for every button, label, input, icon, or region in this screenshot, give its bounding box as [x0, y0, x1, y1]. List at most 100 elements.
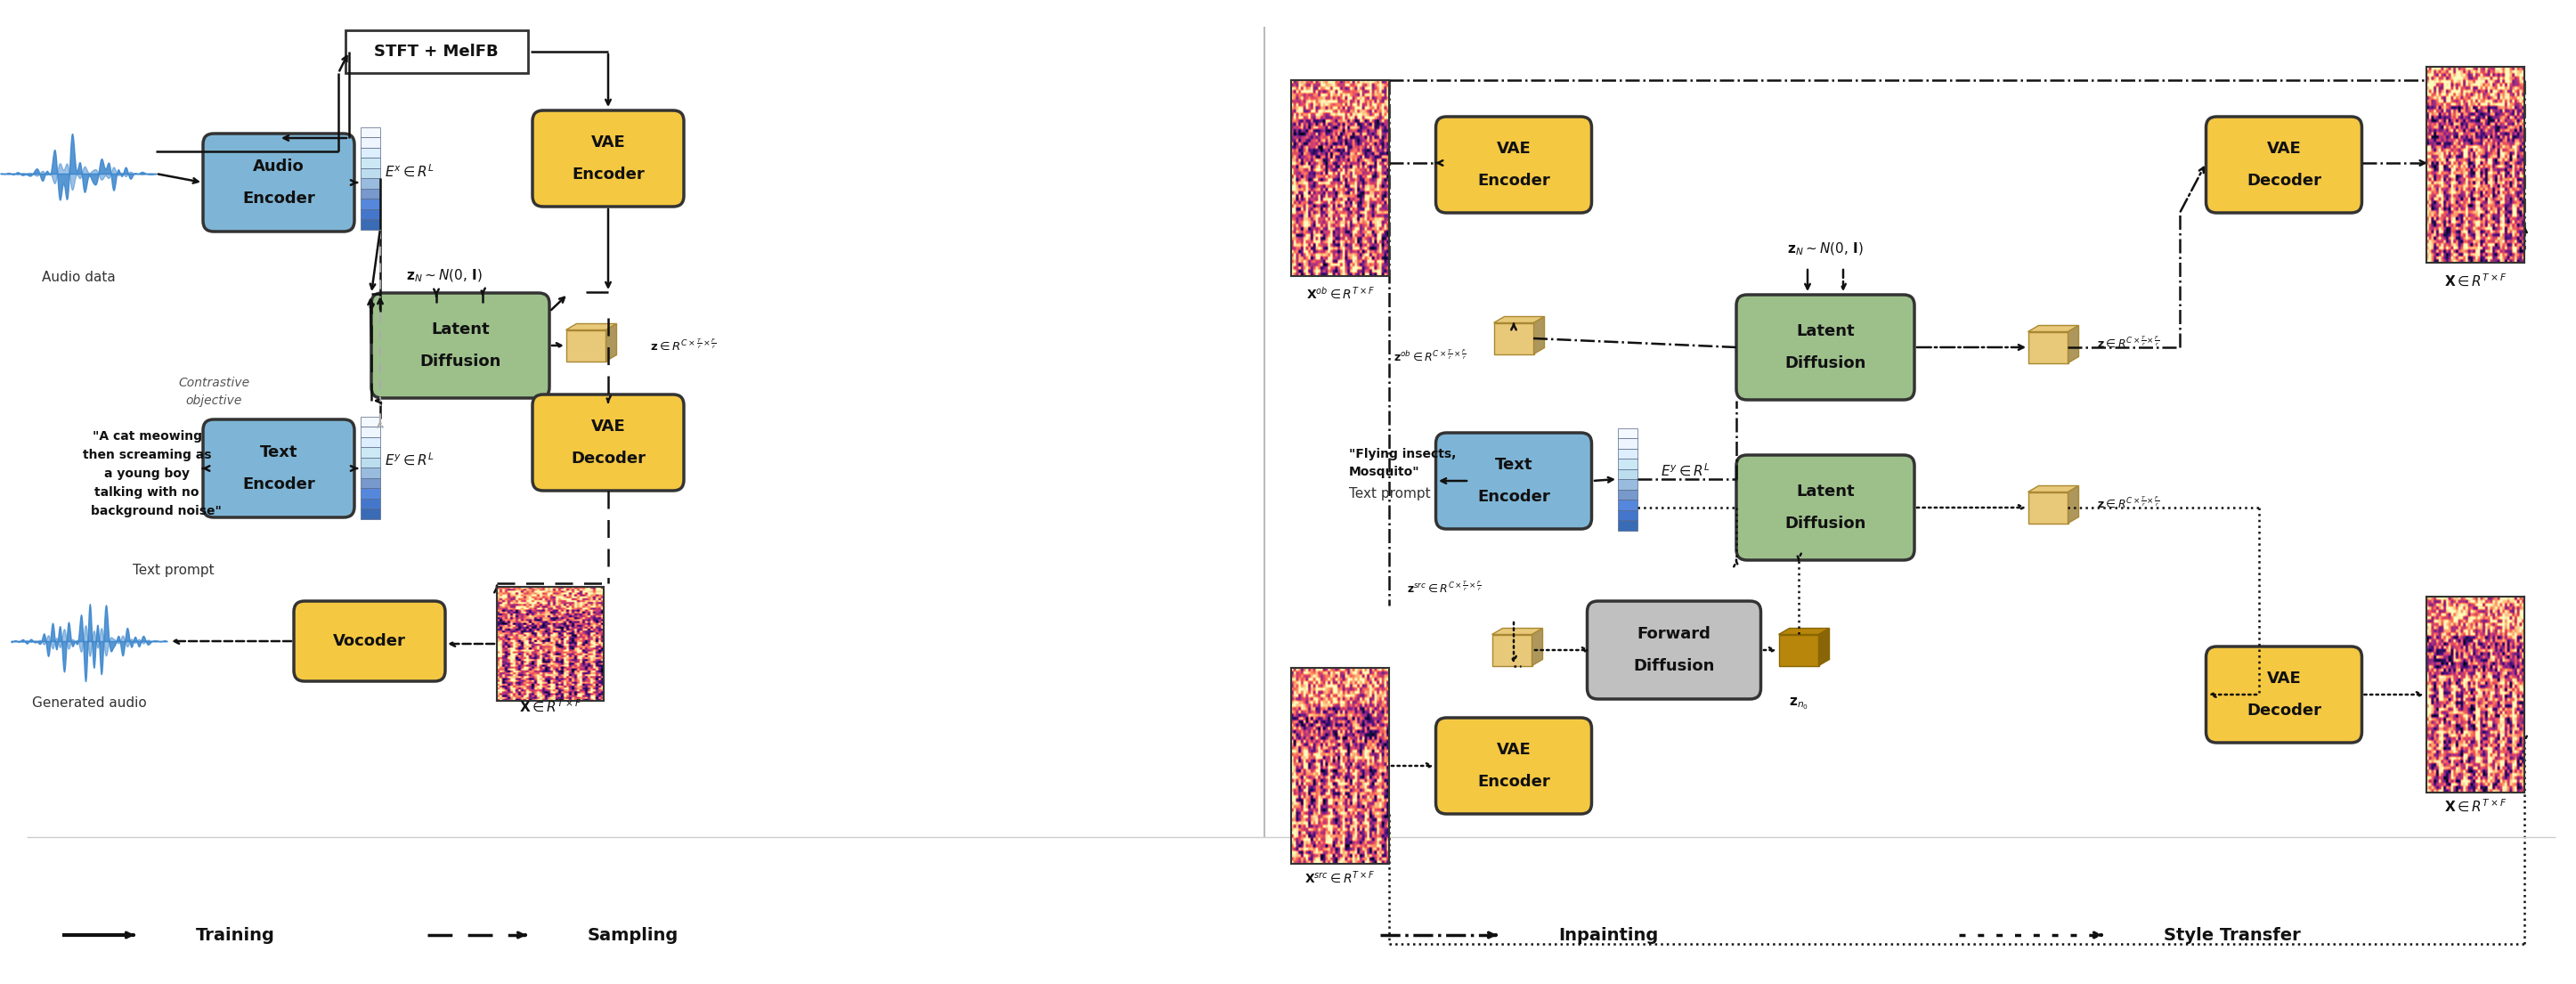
Text: $\mathbf{X}\in R^{T\times F}$: $\mathbf{X}\in R^{T\times F}$ [2445, 798, 2506, 814]
Text: Latent: Latent [430, 322, 489, 338]
Text: Mosquito": Mosquito" [1350, 465, 1419, 478]
Text: Forward: Forward [1638, 626, 1710, 642]
Text: $\mathbf{z}_{n_0}$: $\mathbf{z}_{n_0}$ [1788, 696, 1808, 711]
FancyBboxPatch shape [2205, 646, 2362, 743]
Bar [361, 416, 381, 426]
Text: Training: Training [196, 927, 276, 944]
Text: Encoder: Encoder [242, 191, 314, 207]
Bar [361, 426, 381, 437]
Text: $E^y\in R^L$: $E^y\in R^L$ [1662, 462, 1710, 478]
Text: Encoder: Encoder [1476, 173, 1551, 189]
Text: talking with no: talking with no [95, 486, 198, 499]
Polygon shape [1492, 628, 1543, 635]
Bar [361, 188, 381, 199]
Text: $E^y\in R^L$: $E^y\in R^L$ [384, 452, 435, 467]
Text: $E^x\in R^L$: $E^x\in R^L$ [384, 163, 435, 179]
Bar [361, 137, 381, 148]
Text: Text prompt: Text prompt [134, 563, 214, 577]
FancyBboxPatch shape [204, 134, 355, 231]
FancyBboxPatch shape [1435, 117, 1592, 213]
Text: VAE: VAE [590, 135, 626, 151]
Text: Inpainting: Inpainting [1558, 927, 1659, 944]
Polygon shape [2027, 486, 2079, 492]
Bar [1494, 323, 1533, 354]
Text: Decoder: Decoder [2246, 173, 2321, 189]
FancyBboxPatch shape [533, 395, 683, 491]
Polygon shape [2027, 326, 2079, 332]
Polygon shape [605, 324, 616, 361]
Bar [361, 199, 381, 209]
Bar [361, 148, 381, 157]
Bar [1618, 479, 1638, 489]
Text: $\mathbf{z}_N\sim N(0,\,\mathbf{I})$: $\mathbf{z}_N\sim N(0,\,\mathbf{I})$ [1788, 241, 1862, 258]
Text: Audio: Audio [252, 158, 304, 174]
Text: $\mathbf{X}^{src}\in R^{T\times F}$: $\mathbf{X}^{src}\in R^{T\times F}$ [1306, 869, 1376, 885]
Text: Vocoder: Vocoder [332, 633, 407, 649]
Text: Audio data: Audio data [41, 272, 116, 284]
Bar [1777, 635, 1819, 665]
Text: STFT + MelFB: STFT + MelFB [374, 43, 500, 60]
Text: $\mathbf{z}\in R^{C\times\frac{T}{r}\times\frac{F}{r}}$: $\mathbf{z}\in R^{C\times\frac{T}{r}\tim… [2097, 496, 2161, 511]
Polygon shape [1533, 317, 1546, 354]
Bar [2027, 332, 2069, 363]
Text: VAE: VAE [2267, 670, 2300, 687]
Bar [361, 467, 381, 478]
Text: $\mathbf{X}^{ob}\in R^{T\times F}$: $\mathbf{X}^{ob}\in R^{T\times F}$ [1306, 286, 1376, 301]
Bar [1618, 459, 1638, 468]
Bar [1618, 510, 1638, 521]
Text: Diffusion: Diffusion [420, 353, 500, 370]
Text: Latent: Latent [1795, 324, 1855, 339]
FancyBboxPatch shape [1587, 601, 1762, 699]
FancyBboxPatch shape [1435, 717, 1592, 814]
Text: Text: Text [260, 445, 299, 461]
Polygon shape [2069, 326, 2079, 363]
Bar [361, 209, 381, 219]
Text: Decoder: Decoder [2246, 703, 2321, 718]
Text: VAE: VAE [2267, 141, 2300, 156]
FancyBboxPatch shape [294, 601, 446, 681]
Text: then screaming as: then screaming as [82, 449, 211, 461]
Bar [361, 219, 381, 229]
Text: Diffusion: Diffusion [1785, 516, 1865, 531]
Bar [1618, 438, 1638, 449]
Text: $\mathbf{X}\in R^{T\times F}$: $\mathbf{X}\in R^{T\times F}$ [518, 699, 582, 714]
Bar [1618, 428, 1638, 438]
FancyBboxPatch shape [1435, 433, 1592, 529]
Text: Decoder: Decoder [572, 451, 647, 466]
Text: Text prompt: Text prompt [1350, 487, 1430, 501]
Polygon shape [567, 324, 616, 330]
Text: $\mathbf{z}\in R^{C\times\frac{T}{r}\times\frac{F}{r}}$: $\mathbf{z}\in R^{C\times\frac{T}{r}\tim… [649, 338, 716, 353]
FancyBboxPatch shape [1736, 455, 1914, 560]
Text: Text: Text [1494, 457, 1533, 473]
Bar [361, 437, 381, 447]
Text: Encoder: Encoder [1476, 489, 1551, 505]
Text: objective: objective [185, 395, 242, 407]
FancyBboxPatch shape [533, 110, 683, 207]
FancyBboxPatch shape [204, 419, 355, 518]
Text: Diffusion: Diffusion [1633, 658, 1716, 674]
Bar [361, 509, 381, 519]
Text: Contrastive: Contrastive [178, 377, 250, 389]
Bar [361, 127, 381, 137]
Bar [361, 498, 381, 509]
Text: $\mathbf{X}\in R^{T\times F}$: $\mathbf{X}\in R^{T\times F}$ [2445, 273, 2506, 288]
Bar [1618, 449, 1638, 459]
Bar [1618, 521, 1638, 530]
Bar [1618, 468, 1638, 479]
Text: Latent: Latent [1795, 483, 1855, 500]
Bar [361, 458, 381, 467]
Bar [345, 31, 528, 73]
Text: Sampling: Sampling [587, 927, 677, 944]
FancyBboxPatch shape [1736, 295, 1914, 400]
Bar [1492, 635, 1533, 665]
Text: Style Transfer: Style Transfer [2164, 927, 2300, 944]
Text: "A cat meowing: "A cat meowing [93, 430, 201, 443]
FancyBboxPatch shape [371, 293, 549, 399]
Text: VAE: VAE [1497, 141, 1530, 156]
Text: Encoder: Encoder [242, 476, 314, 492]
Polygon shape [1819, 628, 1829, 665]
Bar [1618, 489, 1638, 500]
Text: $\mathbf{z}^{src}\in R^{C\times\frac{T}{r}\times\frac{F}{r}}$: $\mathbf{z}^{src}\in R^{C\times\frac{T}{… [1406, 581, 1481, 595]
Bar [361, 157, 381, 168]
Text: VAE: VAE [590, 418, 626, 435]
